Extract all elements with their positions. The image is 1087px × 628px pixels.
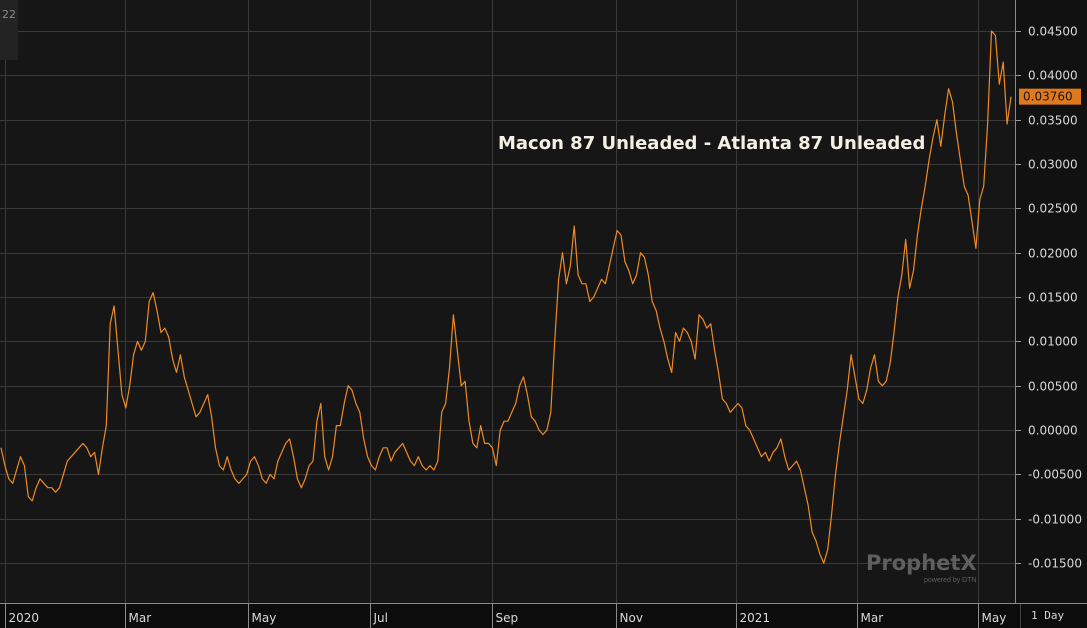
last-value-label: 0.03760 (1023, 90, 1073, 104)
y-tick-label: 0.00000 (1028, 424, 1078, 438)
y-tick-label: 0.02500 (1028, 202, 1078, 216)
period-selector[interactable]: 1 Day (1020, 604, 1087, 628)
y-tick-label: 0.04000 (1028, 69, 1078, 83)
y-tick-label: 0.00500 (1028, 380, 1078, 394)
series-line (0, 30, 1012, 564)
x-tick-label: Jul (373, 611, 388, 625)
plot-area (0, 0, 1015, 603)
x-tick-label: 2020 (9, 611, 40, 625)
x-tick-label: Sep (496, 611, 519, 625)
y-tick-label: 0.02000 (1028, 247, 1078, 261)
powered-by-text: powered by DTN (924, 577, 977, 584)
y-tick-label: -0.01500 (1028, 557, 1082, 571)
corner-tag[interactable]: 22 (0, 0, 18, 60)
y-tick-label: 0.04500 (1028, 25, 1078, 39)
x-tick-label: Mar (129, 611, 152, 625)
x-tick-label: Nov (620, 611, 643, 625)
chart-title: Macon 87 Unleaded - Atlanta 87 Unleaded (498, 133, 926, 154)
last-value-box (1019, 88, 1081, 105)
x-tick-label: May (252, 611, 277, 625)
y-tick-label: 0.01000 (1028, 335, 1078, 349)
x-tick-label: May (982, 611, 1007, 625)
y-tick-label: 0.03000 (1028, 158, 1078, 172)
prophetx-logo: ProphetX (866, 551, 977, 575)
x-tick-label: 2021 (740, 611, 771, 625)
x-axis-area (0, 603, 1087, 628)
y-tick-label: 0.01500 (1028, 291, 1078, 305)
y-tick-label: -0.00500 (1028, 468, 1082, 482)
x-tick-label: Mar (861, 611, 884, 625)
y-tick-label: -0.01000 (1028, 513, 1082, 527)
y-tick-label: 0.03500 (1028, 114, 1078, 128)
